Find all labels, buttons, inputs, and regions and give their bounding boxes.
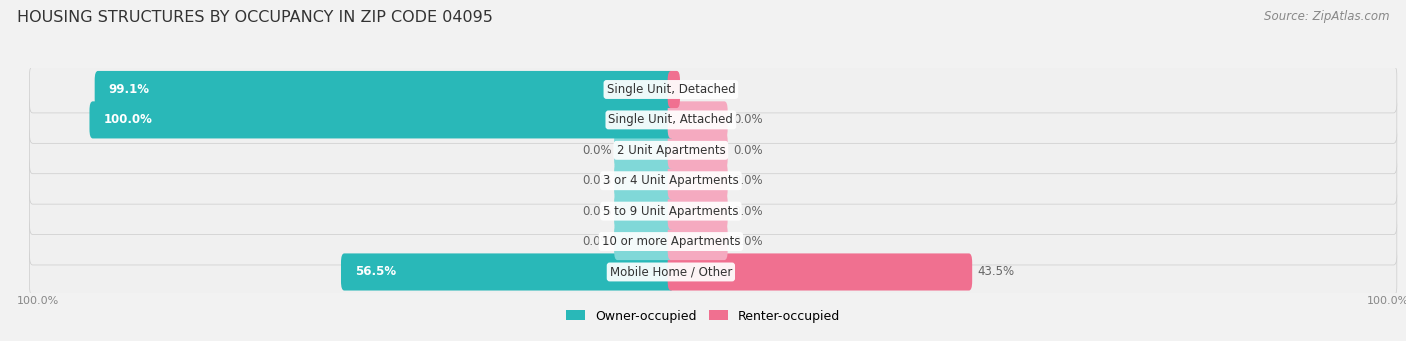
Text: 0.0%: 0.0% — [582, 174, 612, 187]
Text: Single Unit, Detached: Single Unit, Detached — [606, 83, 735, 96]
FancyBboxPatch shape — [668, 162, 728, 199]
Text: 100.0%: 100.0% — [104, 114, 152, 127]
FancyBboxPatch shape — [30, 218, 1396, 265]
FancyBboxPatch shape — [90, 101, 673, 138]
Text: 2 Unit Apartments: 2 Unit Apartments — [616, 144, 725, 157]
Text: 0.0%: 0.0% — [733, 144, 762, 157]
Text: 43.5%: 43.5% — [977, 266, 1015, 279]
Text: 99.1%: 99.1% — [108, 83, 149, 96]
FancyBboxPatch shape — [668, 223, 728, 260]
FancyBboxPatch shape — [30, 127, 1396, 174]
FancyBboxPatch shape — [668, 132, 728, 169]
FancyBboxPatch shape — [94, 71, 673, 108]
FancyBboxPatch shape — [668, 193, 728, 230]
Text: 10 or more Apartments: 10 or more Apartments — [602, 235, 740, 248]
FancyBboxPatch shape — [342, 253, 673, 291]
Text: 0.0%: 0.0% — [582, 235, 612, 248]
Text: 3 or 4 Unit Apartments: 3 or 4 Unit Apartments — [603, 174, 738, 187]
FancyBboxPatch shape — [30, 157, 1396, 204]
FancyBboxPatch shape — [668, 253, 972, 291]
Text: HOUSING STRUCTURES BY OCCUPANCY IN ZIP CODE 04095: HOUSING STRUCTURES BY OCCUPANCY IN ZIP C… — [17, 10, 492, 25]
Text: 0.0%: 0.0% — [733, 174, 762, 187]
Text: 0.0%: 0.0% — [733, 114, 762, 127]
Text: 56.5%: 56.5% — [354, 266, 396, 279]
Text: Mobile Home / Other: Mobile Home / Other — [610, 266, 733, 279]
FancyBboxPatch shape — [668, 101, 728, 138]
Text: 0.86%: 0.86% — [685, 83, 723, 96]
FancyBboxPatch shape — [30, 249, 1396, 295]
FancyBboxPatch shape — [30, 97, 1396, 143]
Text: 0.0%: 0.0% — [582, 144, 612, 157]
Text: 0.0%: 0.0% — [733, 205, 762, 218]
FancyBboxPatch shape — [668, 71, 681, 108]
Text: Single Unit, Attached: Single Unit, Attached — [609, 114, 734, 127]
FancyBboxPatch shape — [30, 188, 1396, 235]
FancyBboxPatch shape — [614, 132, 673, 169]
Text: 0.0%: 0.0% — [582, 205, 612, 218]
FancyBboxPatch shape — [614, 162, 673, 199]
FancyBboxPatch shape — [30, 66, 1396, 113]
FancyBboxPatch shape — [614, 223, 673, 260]
Legend: Owner-occupied, Renter-occupied: Owner-occupied, Renter-occupied — [561, 305, 845, 327]
FancyBboxPatch shape — [614, 193, 673, 230]
Text: 0.0%: 0.0% — [733, 235, 762, 248]
Text: Source: ZipAtlas.com: Source: ZipAtlas.com — [1264, 10, 1389, 23]
Text: 5 to 9 Unit Apartments: 5 to 9 Unit Apartments — [603, 205, 738, 218]
